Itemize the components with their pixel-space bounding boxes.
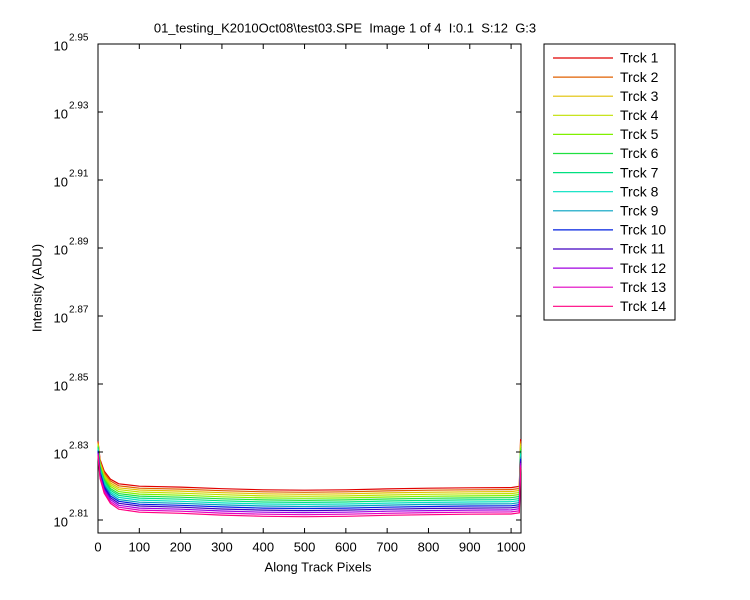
y-tick-label: 10 (54, 38, 68, 53)
series-line (97, 443, 522, 495)
series-line (97, 451, 522, 510)
chart-title: 01_testing_K2010Oct08\test03.SPE Image 1… (154, 20, 536, 35)
y-tick-exponent: 2.89 (69, 237, 89, 248)
y-tick-exponent: 2.87 (69, 305, 89, 316)
y-tick-exponent: 2.81 (69, 509, 89, 520)
x-tick-label: 700 (376, 539, 398, 554)
plot-area (97, 43, 522, 534)
x-tick-label: 500 (294, 539, 316, 554)
series-line (97, 439, 522, 491)
series-line (97, 446, 522, 502)
legend-label: Trck 13 (620, 279, 666, 295)
y-axis-label: Intensity (ADU) (29, 244, 44, 332)
y-tick-exponent: 2.85 (69, 373, 89, 384)
legend-label: Trck 5 (620, 126, 659, 142)
x-tick-label: 200 (170, 539, 192, 554)
series-line (97, 454, 522, 516)
series-line (97, 449, 522, 508)
y-tick-label: 10 (54, 174, 68, 189)
legend-label: Trck 12 (620, 260, 666, 276)
x-tick-label: 800 (418, 539, 440, 554)
y-tick-exponent: 2.93 (69, 101, 89, 112)
legend-label: Trck 4 (620, 107, 659, 123)
y-tick-label: 10 (54, 378, 68, 393)
x-tick-label: 300 (211, 539, 233, 554)
x-tick-label: 900 (459, 539, 481, 554)
series-line (97, 447, 522, 504)
y-tick-label: 10 (54, 242, 68, 257)
series-lines (97, 439, 522, 518)
series-line (97, 448, 522, 506)
legend-label: Trck 11 (620, 241, 665, 257)
legend-label: Trck 3 (620, 88, 659, 104)
x-tick-label: 600 (335, 539, 357, 554)
x-tick-label: 100 (128, 539, 150, 554)
legend-label: Trck 14 (620, 298, 666, 314)
x-tick-label: 400 (252, 539, 274, 554)
legend-label: Trck 8 (620, 183, 659, 199)
series-line (97, 445, 522, 499)
series-line (97, 453, 522, 514)
y-tick-label: 10 (54, 310, 68, 325)
series-line (97, 444, 522, 497)
series-line (97, 452, 522, 512)
series-line (97, 455, 522, 518)
legend (543, 43, 676, 321)
series-line (97, 441, 522, 493)
legend-label: Trck 9 (620, 203, 659, 219)
legend-label: Trck 2 (620, 69, 659, 85)
y-tick-label: 10 (54, 106, 68, 121)
legend-label: Trck 10 (620, 222, 666, 238)
y-tick-label: 10 (54, 446, 68, 461)
y-tick-exponent: 2.95 (69, 33, 89, 44)
x-tick-label: 1000 (497, 539, 526, 554)
y-tick-exponent: 2.91 (69, 169, 89, 180)
legend-label: Trck 6 (620, 145, 659, 161)
x-tick-label: 0 (94, 539, 101, 554)
y-tick-label: 10 (54, 514, 68, 529)
legend-label: Trck 7 (620, 164, 659, 180)
x-axis-label: Along Track Pixels (265, 559, 372, 574)
legend-label: Trck 1 (620, 50, 659, 66)
y-tick-exponent: 2.83 (69, 441, 89, 452)
